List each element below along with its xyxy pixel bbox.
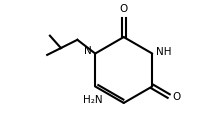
Text: O: O [172,92,180,102]
Text: H₂N: H₂N [83,95,102,105]
Text: O: O [120,4,128,14]
Text: NH: NH [156,47,171,57]
Text: N: N [84,46,92,56]
